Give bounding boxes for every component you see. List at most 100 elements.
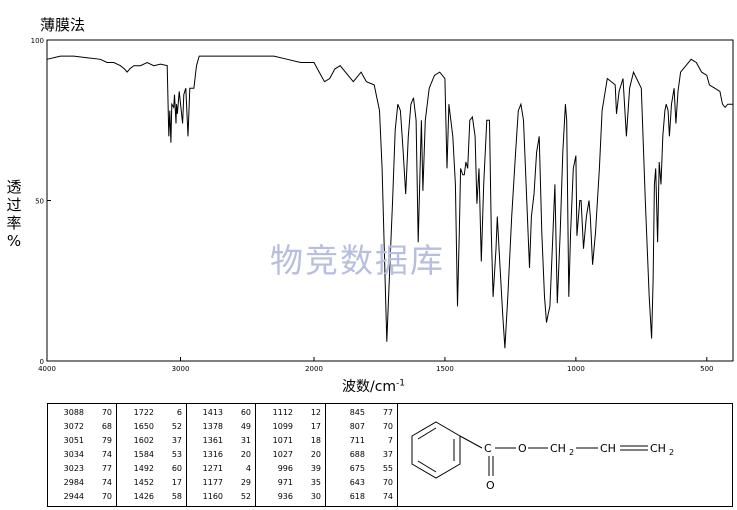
peak-wavenumber: 1492 (133, 464, 154, 473)
peak-transmittance: 77 (101, 464, 112, 473)
peak-wavenumber: 2944 (63, 492, 84, 501)
peak-transmittance: 74 (382, 492, 393, 501)
peak-column: 1722 6 1650 52 1602 37 1584 53 1492 60 1452 17 1426 5… (117, 404, 187, 506)
peak-transmittance: 70 (101, 492, 112, 501)
peak-wavenumber: 688 (349, 450, 365, 459)
y-tick-label: 50 (35, 198, 44, 206)
peak-wavenumber: 1722 (133, 408, 154, 417)
peak-row: 1426 58 (117, 490, 186, 504)
peak-column: 845 77 807 70 711 7 688 37 675 55 643 70 618 74 (326, 404, 398, 506)
peak-wavenumber: 675 (349, 464, 365, 473)
x-axis-label: 波数/cm-1 (342, 376, 405, 396)
peak-transmittance: 4 (245, 464, 251, 473)
peak-column: 1112 12 1099 17 1071 18 1027 20 996 39 971 35 936 30 (256, 404, 326, 506)
peak-wavenumber: 936 (277, 492, 293, 501)
x-tick-label: 1500 (436, 365, 454, 373)
x-tick-label: 4000 (38, 365, 56, 373)
methine: CH (600, 442, 616, 455)
peak-transmittance: 52 (240, 492, 251, 501)
peak-row: 936 30 (256, 490, 325, 504)
peak-transmittance: 70 (382, 422, 393, 431)
peak-wavenumber: 1361 (202, 436, 223, 445)
x-label-main: 波数 (342, 379, 370, 395)
page-title: 薄膜法 (40, 16, 86, 34)
peak-transmittance: 6 (176, 408, 182, 417)
carbonyl-oxygen: O (486, 479, 495, 492)
peak-row: 1027 20 (256, 448, 325, 462)
peak-row: 2984 74 (48, 476, 116, 490)
peak-row: 3034 74 (48, 448, 116, 462)
y-label-char: 透 (6, 178, 22, 196)
x-tick-label: 1000 (567, 365, 585, 373)
peak-transmittance: 77 (382, 408, 393, 417)
peak-wavenumber: 711 (349, 436, 365, 445)
peak-wavenumber: 643 (349, 478, 365, 487)
methylene-a-sub: 2 (569, 448, 574, 457)
peak-row: 1602 37 (117, 434, 186, 448)
peak-wavenumber: 3023 (63, 464, 84, 473)
peak-wavenumber: 971 (277, 478, 293, 487)
methylene-b: CH (650, 442, 666, 455)
peak-wavenumber: 3051 (63, 436, 84, 445)
peak-wavenumber: 996 (277, 464, 293, 473)
peak-wavenumber: 1426 (133, 492, 154, 501)
peak-wavenumber: 1027 (272, 450, 293, 459)
peak-row: 1584 53 (117, 448, 186, 462)
peak-transmittance: 39 (310, 464, 321, 473)
x-tick-label: 2000 (305, 365, 323, 373)
methylene-a: CH (550, 442, 566, 455)
peak-table: 3088 70 3072 68 3051 79 3034 74 3023 77 2984 74 2944… (47, 403, 733, 507)
peak-row: 1650 52 (117, 420, 186, 434)
peak-transmittance: 37 (382, 450, 393, 459)
peak-wavenumber: 1316 (202, 450, 223, 459)
peak-row: 1099 17 (256, 420, 325, 434)
peak-wavenumber: 845 (349, 408, 365, 417)
peak-wavenumber: 1112 (272, 408, 293, 417)
peak-transmittance: 49 (240, 422, 251, 431)
peak-wavenumber: 618 (349, 492, 365, 501)
peak-row: 1071 18 (256, 434, 325, 448)
peak-transmittance: 74 (101, 450, 112, 459)
peak-wavenumber: 1271 (202, 464, 223, 473)
peak-wavenumber: 807 (349, 422, 365, 431)
molecule-structure: C O O CH 2 CH CH 2 (411, 421, 674, 492)
peak-wavenumber: 2984 (63, 478, 84, 487)
peak-row: 1271 4 (187, 462, 255, 476)
x-label-exp: -1 (396, 378, 406, 389)
peak-transmittance: 20 (240, 450, 251, 459)
y-tick-label: 100 (31, 37, 44, 45)
peak-row: 3023 77 (48, 462, 116, 476)
peak-transmittance: 20 (310, 450, 321, 459)
peak-wavenumber: 1099 (272, 422, 293, 431)
peak-row: 3072 68 (48, 420, 116, 434)
peak-transmittance: 30 (310, 492, 321, 501)
peak-transmittance: 74 (101, 478, 112, 487)
peak-row: 1452 17 (117, 476, 186, 490)
tick-layer: 4000 3000 2000 1500 1000 500 0 50 100 (31, 37, 714, 373)
peak-transmittance: 52 (171, 422, 182, 431)
peak-row: 1316 20 (187, 448, 255, 462)
peak-row: 2944 70 (48, 490, 116, 504)
peak-row: 618 74 (326, 490, 397, 504)
peak-row: 675 55 (326, 462, 397, 476)
peak-wavenumber: 1602 (133, 436, 154, 445)
peak-row: 1492 60 (117, 462, 186, 476)
y-axis-label: 透 过 率 % (4, 178, 24, 250)
peak-transmittance: 79 (101, 436, 112, 445)
y-tick-label: 0 (40, 358, 44, 366)
ir-spectrum-chart: 4000 3000 2000 1500 1000 500 0 50 100 (31, 37, 734, 373)
peak-row: 688 37 (326, 448, 397, 462)
peak-row: 807 70 (326, 420, 397, 434)
carbonyl-carbon: C (484, 442, 492, 455)
x-label-unit: /cm (370, 379, 397, 395)
watermark: 物竞数据库 (270, 241, 445, 280)
peak-row: 711 7 (326, 434, 397, 448)
peak-wavenumber: 1650 (133, 422, 154, 431)
peak-row: 1722 6 (117, 406, 186, 420)
peak-wavenumber: 1378 (202, 422, 223, 431)
x-tick-label: 500 (700, 365, 713, 373)
peak-wavenumber: 3088 (63, 408, 84, 417)
peak-transmittance: 31 (240, 436, 251, 445)
peak-wavenumber: 1160 (202, 492, 223, 501)
peak-row: 996 39 (256, 462, 325, 476)
